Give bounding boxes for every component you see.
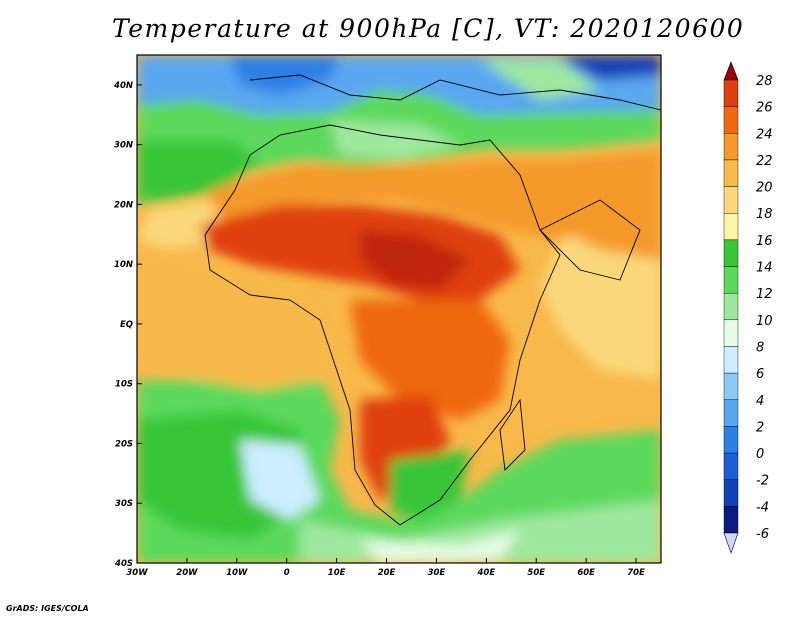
- colorbar-label: 16: [756, 234, 773, 249]
- lat-tick-label: 10S: [115, 380, 133, 390]
- lon-tick-label: 20E: [378, 568, 396, 578]
- lat-tick-label: EQ: [120, 320, 133, 330]
- colorbar-box: [723, 79, 739, 107]
- lon-tick-label: 10W: [226, 568, 248, 578]
- lon-tick-label: 30W: [126, 568, 148, 578]
- lon-tick-label: 70E: [627, 568, 645, 578]
- colorbar-box: [723, 399, 739, 427]
- colorbar-min-arrow: [723, 532, 739, 554]
- colorbar-label: 22: [756, 154, 773, 169]
- colorbar-box: [723, 292, 739, 321]
- colorbar-label: 2: [756, 420, 764, 435]
- colorbar-label: 28: [756, 74, 773, 89]
- colorbar-box: [723, 319, 739, 347]
- lon-tick-label: 0: [284, 568, 290, 578]
- colorbar-label: 18: [756, 207, 773, 222]
- lat-tick-label: 20S: [115, 439, 133, 449]
- colorbar-box: [723, 213, 739, 241]
- colorbar-label: 8: [756, 340, 764, 355]
- lat-tick-label: 10N: [114, 260, 133, 270]
- colorbar-box: [723, 106, 739, 134]
- grads-credit: GrADS: IGES/COLA: [6, 604, 89, 613]
- lon-tick-label: 40E: [477, 568, 496, 578]
- plot-frame: [136, 54, 662, 564]
- colorbar-box: [723, 266, 739, 294]
- temperature-field: [137, 55, 661, 563]
- colorbar-label: -4: [756, 500, 769, 515]
- colorbar-label: 24: [756, 127, 773, 142]
- axis-ticks: 30W 20W 10W 0 10E 20E 30E 40E 50E 60E 70E 40N 30N 20N…: [113, 81, 645, 578]
- colorbar-label: 6: [756, 367, 764, 382]
- lon-tick-label: 60E: [577, 568, 595, 578]
- colorbar-box: [723, 372, 739, 400]
- lat-tick-label: 40N: [113, 81, 133, 91]
- lat-tick-label: 30N: [114, 141, 133, 151]
- colorbar-label: 0: [756, 447, 764, 462]
- lat-tick-label: 30S: [115, 499, 133, 509]
- colorbar-box: [723, 239, 739, 267]
- colorbar-box: [723, 186, 739, 214]
- lon-tick-label: 10E: [328, 568, 346, 578]
- map-title: Temperature at 900hPa [C], VT: 202012060…: [112, 14, 745, 43]
- lon-tick-label: 20W: [176, 568, 198, 578]
- colorbar-label: 20: [756, 181, 773, 196]
- lat-tick-label: 20N: [114, 200, 133, 210]
- colorbar-box: [723, 346, 739, 374]
- colorbar-label: -2: [756, 474, 769, 489]
- colorbar-box: [723, 452, 739, 480]
- colorbar-box: [723, 506, 739, 534]
- colorbar-label: 14: [756, 261, 773, 276]
- colorbar-label: 12: [756, 287, 773, 302]
- colorbar-box: [723, 133, 739, 161]
- colorbar-max-arrow: [723, 61, 739, 81]
- colorbar-label: 10: [756, 314, 773, 329]
- lon-tick-label: 50E: [527, 568, 545, 578]
- colorbar-label: -6: [756, 527, 769, 542]
- coastlines: [204, 74, 661, 526]
- colorbar-box: [723, 159, 739, 187]
- lat-tick-label: 40S: [114, 559, 133, 569]
- colorbar-label: 26: [756, 101, 773, 116]
- colorbar-box: [723, 426, 739, 454]
- colorbar-box: [723, 479, 739, 507]
- lon-tick-label: 30E: [428, 568, 446, 578]
- colorbar-label: 4: [756, 394, 764, 409]
